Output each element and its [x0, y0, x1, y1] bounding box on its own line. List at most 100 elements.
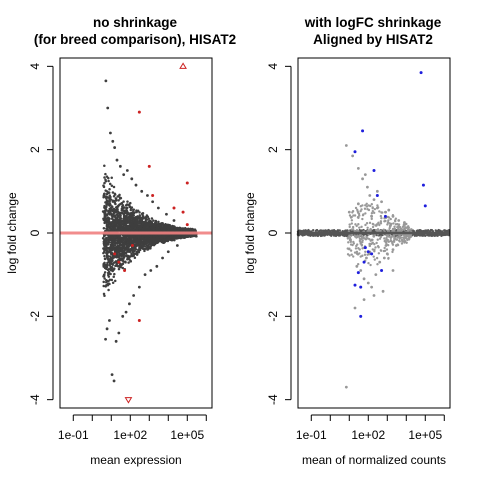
data-point: [351, 154, 355, 158]
background-point: [363, 207, 367, 210]
background-point: [135, 253, 139, 256]
background-point: [115, 241, 119, 245]
background-point: [103, 257, 107, 261]
background-point: [375, 256, 379, 260]
background-point: [388, 227, 391, 230]
data-point: [356, 202, 360, 206]
background-point: [376, 204, 379, 207]
y-tick-label: 2: [266, 146, 280, 153]
background-point: [348, 223, 351, 226]
data-point: [366, 185, 369, 189]
y-tick-label: 4: [266, 63, 280, 70]
background-point: [108, 191, 111, 194]
background-point: [373, 242, 376, 246]
background-point: [116, 214, 120, 218]
background-point: [400, 242, 404, 245]
background-point: [389, 217, 392, 221]
data-band-layer: [101, 164, 198, 298]
background-point: [119, 217, 123, 220]
background-point: [113, 243, 117, 247]
background-point: [373, 207, 377, 211]
background-point: [146, 215, 150, 219]
background-point: [396, 225, 399, 229]
background-point: [373, 258, 376, 261]
background-point: [356, 262, 360, 266]
data-point: [128, 302, 131, 306]
significant-point: [359, 285, 363, 289]
data-point: [161, 256, 164, 260]
data-point: [115, 158, 119, 162]
background-point: [369, 204, 372, 208]
data-point: [361, 177, 364, 181]
data-point: [353, 306, 357, 310]
background-point: [370, 212, 374, 215]
background-point: [370, 238, 374, 242]
y-tick-label: 0: [266, 229, 280, 236]
background-point: [360, 225, 363, 229]
background-point: [357, 216, 360, 219]
x-tick-label: 1e+02: [351, 428, 385, 442]
background-point: [115, 219, 119, 223]
background-point: [126, 258, 129, 261]
data-point: [112, 379, 116, 383]
background-point: [113, 272, 116, 276]
data-point: [359, 269, 363, 272]
y-axis-label: log fold change: [5, 192, 19, 274]
background-point: [109, 198, 113, 201]
x-axis-label: mean expression: [90, 453, 181, 467]
data-point: [385, 252, 389, 256]
significant-point: [370, 252, 374, 256]
background-point: [348, 225, 351, 229]
data-point: [363, 173, 367, 177]
background-point: [110, 184, 114, 187]
background-point: [125, 206, 129, 210]
background-point: [382, 249, 386, 253]
data-point: [378, 260, 382, 264]
data-point: [111, 139, 115, 143]
background-point: [367, 261, 370, 265]
non-significant-points: [344, 144, 406, 389]
background-point: [352, 255, 355, 258]
data-point: [118, 164, 122, 168]
background-point: [103, 294, 106, 298]
background-point: [119, 265, 122, 269]
background-point: [312, 228, 315, 232]
y-axis-label: log fold change: [243, 192, 257, 274]
background-point: [102, 284, 105, 288]
background-point: [377, 246, 380, 249]
background-point: [390, 235, 393, 239]
background-point: [121, 205, 124, 208]
background-point: [154, 220, 158, 224]
background-point: [146, 248, 150, 251]
background-point: [378, 223, 381, 227]
x-tick-label: 1e-01: [58, 428, 89, 442]
background-point: [117, 267, 121, 271]
panel-title-line-2: (for breed comparison), HISAT2: [34, 32, 236, 47]
background-point: [143, 220, 147, 224]
background-point: [387, 219, 390, 222]
significant-point: [117, 260, 121, 264]
ma-plot-logfc-shrinkage: with logFC shrinkage Aligned by HISAT2 -…: [243, 15, 451, 467]
background-point: [143, 245, 147, 248]
background-point: [104, 206, 108, 209]
background-point: [109, 272, 112, 276]
y-tick-label: -2: [28, 311, 42, 322]
data-point: [372, 198, 376, 202]
data-point: [130, 177, 134, 181]
background-point: [374, 246, 377, 249]
background-point: [124, 261, 127, 264]
data-point: [384, 210, 387, 214]
background-point: [390, 222, 393, 226]
background-point: [118, 193, 121, 197]
background-point: [117, 199, 120, 202]
background-point: [113, 279, 117, 283]
data-point: [347, 210, 351, 214]
background-point: [359, 242, 362, 245]
background-point: [142, 216, 145, 220]
data-band-layer: [296, 202, 451, 267]
data-point: [137, 285, 141, 289]
background-point: [354, 223, 357, 226]
data-point: [104, 337, 107, 341]
